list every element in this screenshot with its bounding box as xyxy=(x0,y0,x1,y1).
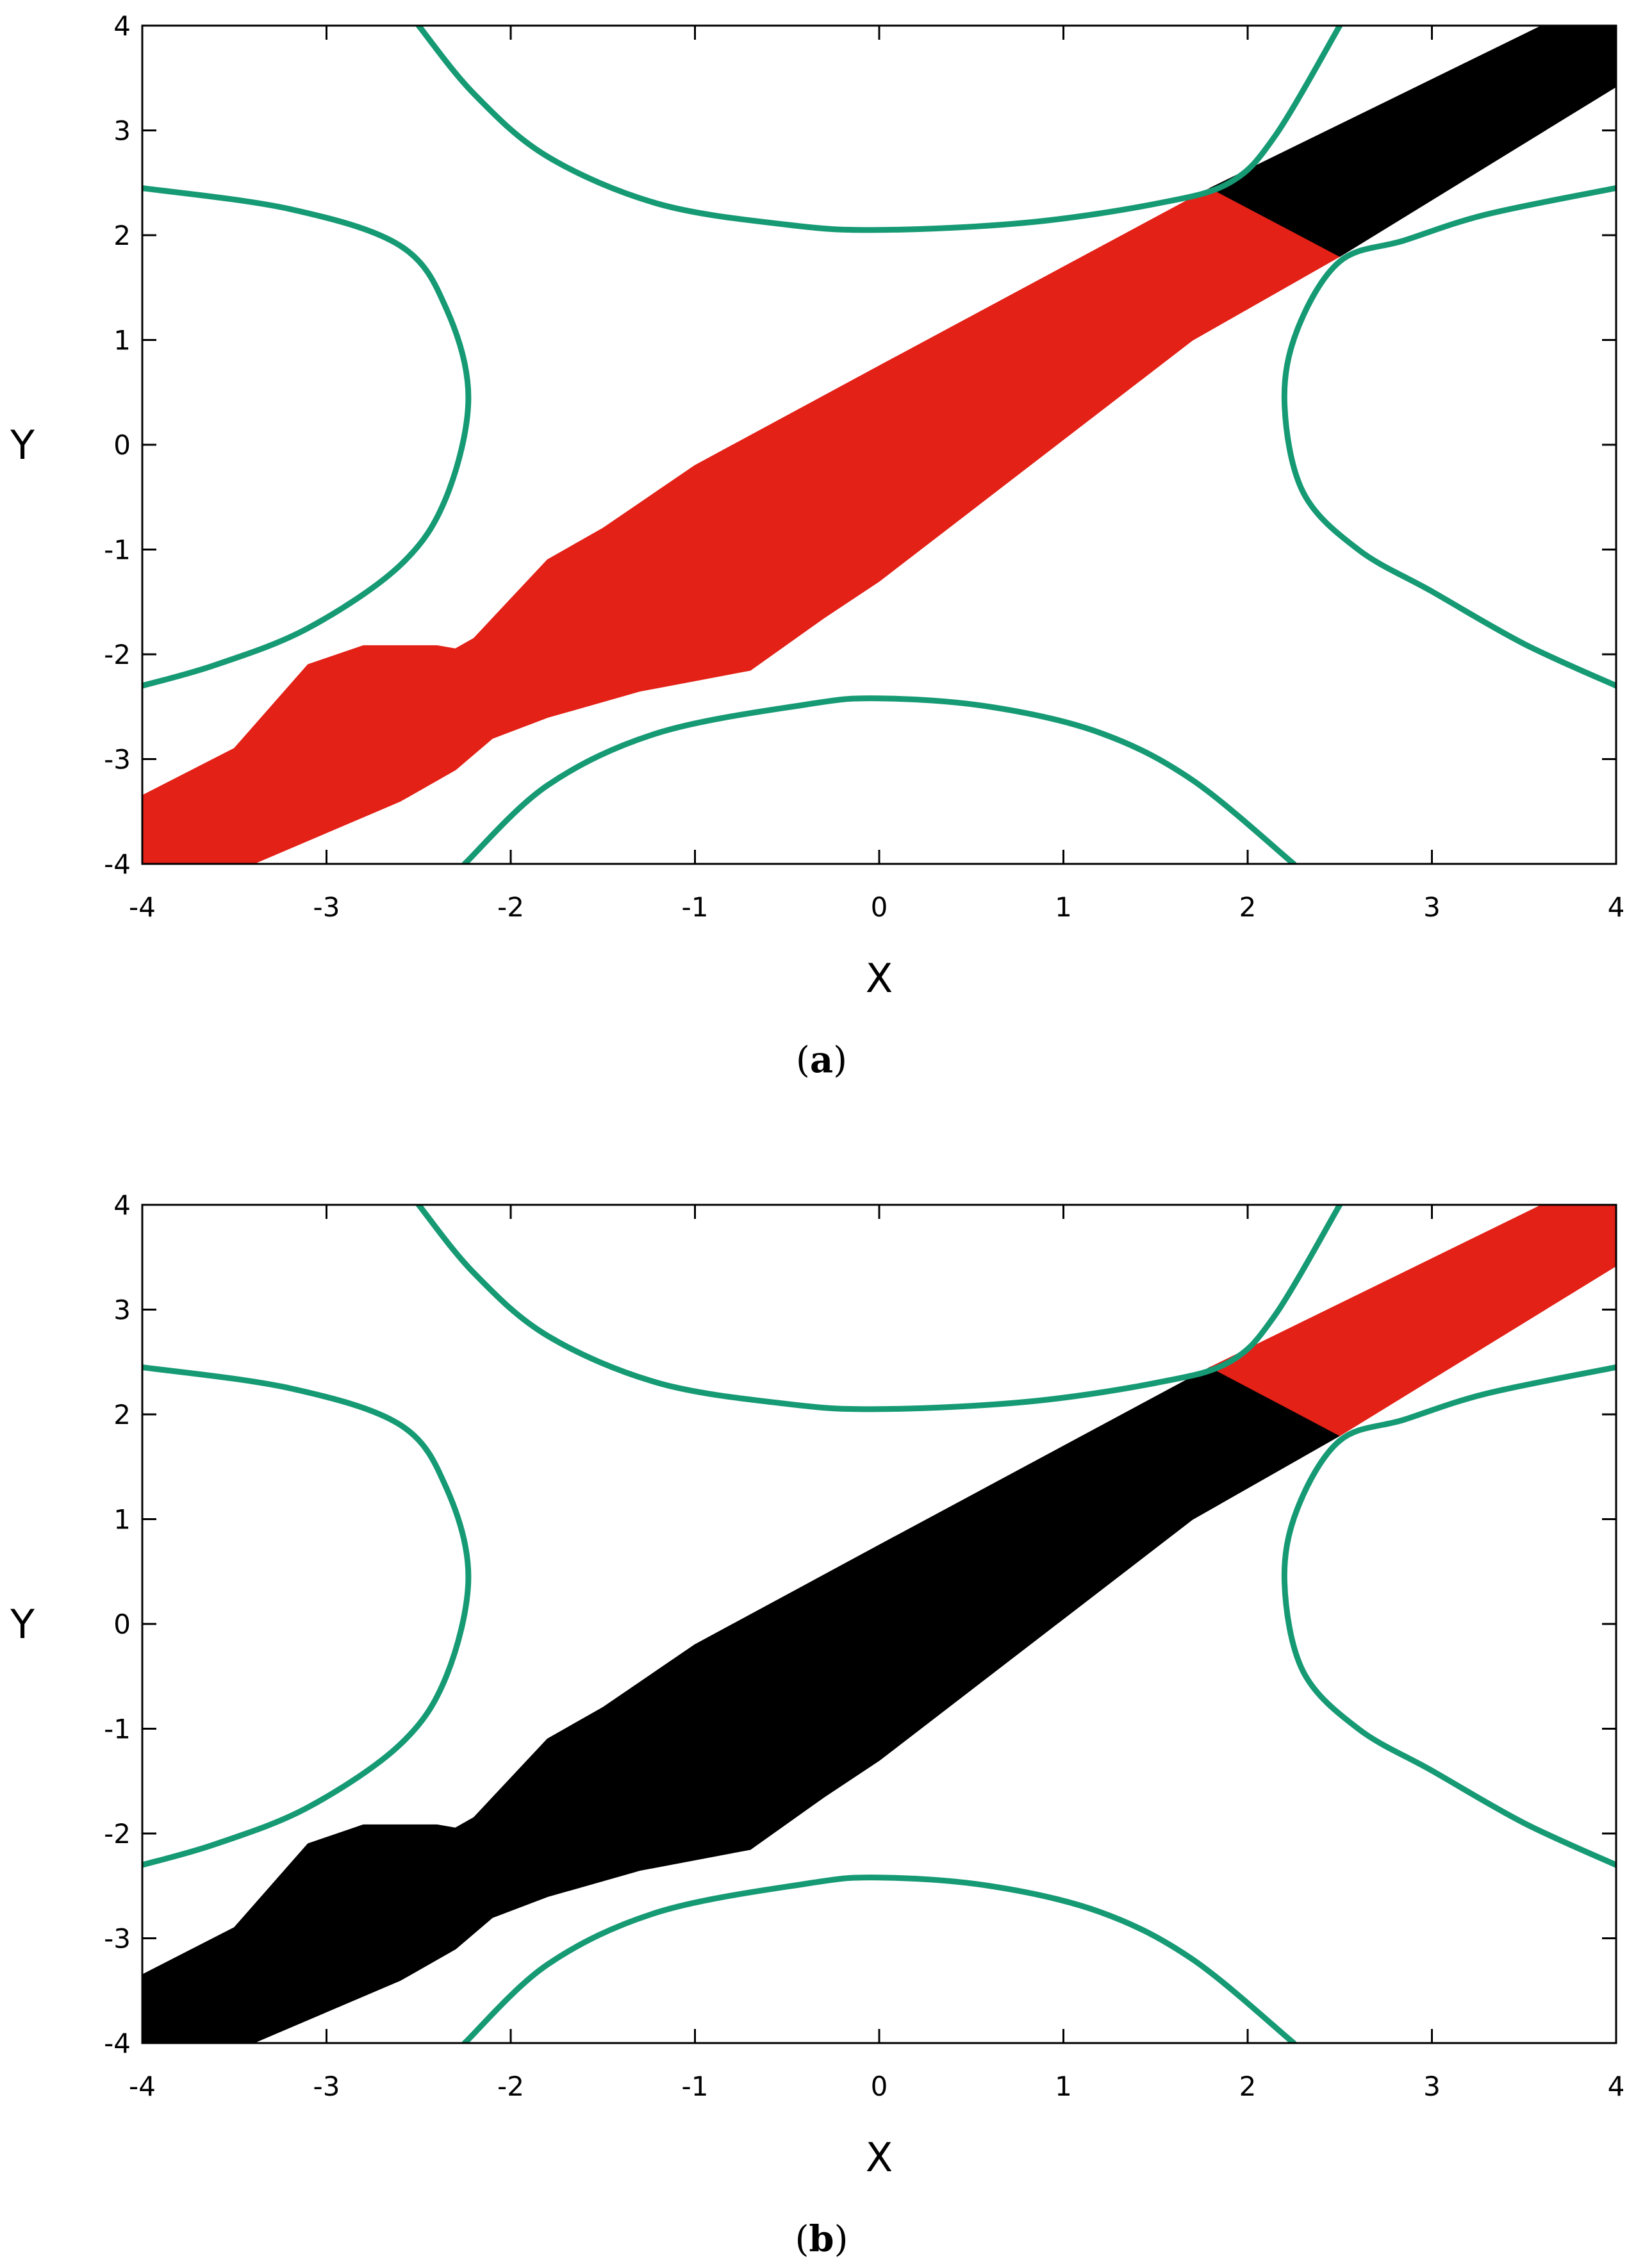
x-tick-label: -1 xyxy=(682,891,709,923)
y-tick-label: 0 xyxy=(113,1609,131,1640)
x-tick-label: 0 xyxy=(871,2071,888,2102)
x-tick-label: -2 xyxy=(497,891,524,923)
y-axis-label: Y xyxy=(10,422,35,468)
plot-area xyxy=(142,26,1616,864)
curve-left xyxy=(142,185,472,689)
y-tick-label: 1 xyxy=(113,325,131,356)
x-tick-label: -3 xyxy=(313,891,340,923)
x-tick-label: 3 xyxy=(1423,891,1441,923)
x-axis-label: X xyxy=(866,955,893,1002)
x-tick-label: 4 xyxy=(1608,891,1625,923)
x-axis-label: X xyxy=(866,2134,893,2181)
x-tick-label: 0 xyxy=(871,891,888,923)
x-tick-label: -3 xyxy=(313,2071,340,2102)
y-tick-label: 4 xyxy=(113,10,131,42)
x-tick-label: 2 xyxy=(1239,2071,1257,2102)
curve-bottom xyxy=(461,1875,1297,2043)
y-tick-label: -3 xyxy=(104,1923,131,1955)
y-tick-label: -1 xyxy=(104,1714,131,1745)
chart-panel-b: -4 -3 -2 -1 0 1 2 3 4 -4 -3 -2 -1 0 1 2 3 4 X Y (b) xyxy=(10,1189,1624,2260)
curve-bottom xyxy=(461,695,1297,864)
x-tick-label: 3 xyxy=(1423,2071,1441,2102)
y-axis-label: Y xyxy=(10,1601,35,1648)
y-tick-label: -2 xyxy=(104,639,131,670)
curve-right xyxy=(1281,1364,1616,1868)
curve-left xyxy=(142,1364,472,1868)
panel-caption-letter: a xyxy=(810,1039,833,1081)
y-tick-label: -2 xyxy=(104,1818,131,1850)
x-tick-label: 2 xyxy=(1239,891,1257,923)
y-tick-label: -3 xyxy=(104,744,131,775)
panel-caption: (b) xyxy=(795,2218,848,2260)
y-tick-label: -4 xyxy=(104,848,131,880)
y-tick-label: 1 xyxy=(113,1504,131,1535)
x-tick-label: 1 xyxy=(1055,891,1072,923)
y-tick-label: 0 xyxy=(113,429,131,461)
curve-right xyxy=(1281,185,1616,689)
y-tick-label: 2 xyxy=(113,1399,131,1430)
panel-caption-letter: b xyxy=(809,2218,834,2260)
x-tick-label: -4 xyxy=(129,2071,156,2102)
y-tick-label: 2 xyxy=(113,220,131,251)
y-tick-label: 3 xyxy=(113,1295,131,1326)
y-tick-label: 4 xyxy=(113,1189,131,1221)
x-tick-label: 4 xyxy=(1608,2071,1625,2102)
chart-panel-a: -4 -3 -2 -1 0 1 2 3 4 -4 -3 -2 -1 0 1 2 3 4 X Y (a) xyxy=(10,10,1624,1081)
x-tick-label: -2 xyxy=(497,2071,524,2102)
y-tick-label: -4 xyxy=(104,2028,131,2059)
x-tick-label: -1 xyxy=(682,2071,709,2102)
x-tick-label: -4 xyxy=(129,891,156,923)
y-tick-label: 3 xyxy=(113,115,131,147)
x-tick-label: 1 xyxy=(1055,2071,1072,2102)
curve-top xyxy=(415,1205,1343,1412)
y-tick-label: -1 xyxy=(104,534,131,566)
region-upper xyxy=(1209,26,1616,257)
curve-top xyxy=(415,26,1343,233)
panel-caption: (a) xyxy=(796,1039,847,1081)
region-upper xyxy=(1209,1205,1616,1436)
plot-area xyxy=(142,1205,1616,2043)
